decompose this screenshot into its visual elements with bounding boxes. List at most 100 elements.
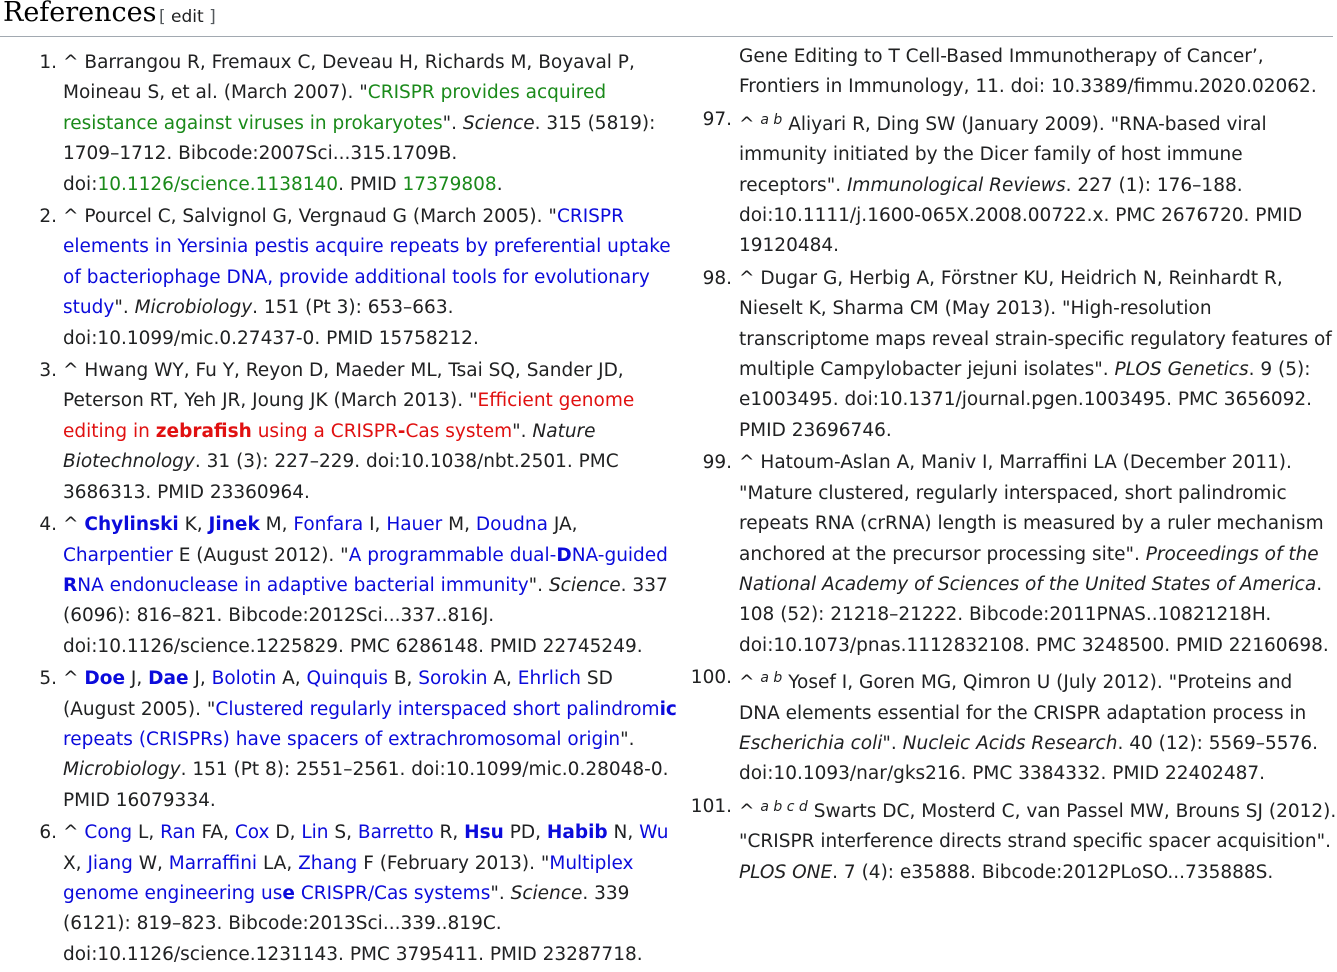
reference-journal: Science — [462, 112, 535, 134]
author-link[interactable]: Quinquis — [306, 668, 388, 690]
title-part: A programmable dual- — [348, 544, 557, 566]
reference-details: . 151 (Pt 8): 2551–2561. doi:10.1099/mic… — [63, 759, 669, 811]
reference-punct: ". — [490, 882, 511, 904]
edit-bracket-close: ] — [203, 7, 216, 27]
author-link[interactable]: Lin — [301, 822, 329, 844]
title-part-bold: e — [282, 882, 295, 904]
author-link[interactable]: Marraffini — [168, 852, 258, 874]
author-link[interactable]: Jinek — [209, 514, 260, 535]
reference-text: Yosef I, Goren MG, Qimron U (July 2012).… — [739, 672, 1307, 724]
title-part: NA endonuclease in adaptive bacterial im… — [77, 574, 529, 596]
author-link[interactable]: Dae — [148, 668, 188, 689]
reference-number: 100. — [690, 667, 732, 689]
reference-title-link[interactable]: Clustered regularly interspaced short pa… — [63, 699, 677, 750]
title-part-bold: zebrafish — [155, 420, 252, 442]
author-link[interactable]: Sorokin — [418, 668, 488, 690]
author-link[interactable]: Habib — [547, 822, 608, 843]
jump-up-caret[interactable]: ^ — [63, 52, 79, 73]
references-right-column: Gene Editing to T Cell-Based Immunothera… — [684, 42, 1337, 890]
author-initials: FA, — [195, 822, 235, 844]
jump-up-caret[interactable]: ^ — [739, 452, 755, 474]
author-link[interactable]: Doudna — [475, 514, 548, 536]
author-link[interactable]: Hsu — [464, 822, 504, 843]
author-link[interactable]: Chylinski — [84, 514, 178, 535]
author-initials: R, — [433, 822, 465, 844]
backlink-letters[interactable]: a b — [760, 111, 783, 128]
reference-item-5: 5. ^ Doe J, Dae J, Bolotin A, Quinquis B… — [0, 664, 680, 816]
reference-journal: Microbiology — [63, 759, 181, 781]
jump-up-caret[interactable]: ^ — [63, 822, 79, 844]
title-part-bold: - — [397, 420, 406, 442]
pmid-link[interactable]: 17379808 — [402, 173, 497, 195]
title-part: Clustered regularly interspaced short pa… — [215, 698, 660, 720]
reference-text: Aliyari R, Ding SW (January 2009). "RNA-… — [739, 113, 1267, 196]
reference-title-link[interactable]: CRISPR provides acquired resistance agai… — [63, 82, 607, 134]
author-link[interactable]: Ran — [160, 822, 196, 844]
author-name: Chylinski — [84, 514, 179, 536]
title-part: using a CRISPR — [251, 420, 398, 442]
author-initials: X, — [63, 852, 88, 874]
reference-number: 5. — [39, 668, 57, 690]
jump-up-caret: ^ — [739, 800, 755, 822]
author-link[interactable]: Bolotin — [211, 668, 277, 690]
author-link[interactable]: Cox — [234, 822, 270, 844]
doi-link[interactable]: 10.1126/science.1138140 — [97, 173, 339, 195]
author-initials: W, — [132, 852, 169, 874]
edit-link[interactable]: edit — [171, 7, 204, 27]
title-part: Cas system — [405, 420, 513, 442]
reference-punct: . — [496, 173, 503, 195]
reference-item-6: 6. ^ Cong L, Ran FA, Cox D, Lin S, Barre… — [0, 818, 680, 970]
author-link[interactable]: Fonfara — [293, 514, 364, 536]
author-initials: S, — [328, 822, 358, 844]
reference-journal: Immunological Reviews — [846, 174, 1066, 196]
author-link[interactable]: Wu — [639, 822, 669, 844]
reference-number: 101. — [690, 795, 732, 817]
jump-up-caret[interactable]: ^ — [63, 206, 79, 228]
author-link[interactable]: Ehrlich — [517, 668, 581, 690]
reference-item-98: 98. ^ Dugar G, Herbig A, Förstner KU, He… — [684, 264, 1337, 446]
reference-item-99: 99. ^ Hatoum-Aslan A, Maniv I, Marraffin… — [684, 448, 1337, 661]
reference-text: Dugar G, Herbig A, Förstner KU, Heidrich… — [739, 267, 1332, 381]
jump-up-caret[interactable]: ^ — [739, 267, 755, 289]
author-link[interactable]: Charpentier — [63, 544, 173, 566]
reference-item-4: 4. ^ Chylinski K, Jinek M, Fonfara I, Ha… — [0, 510, 680, 662]
reference-authors: Barrangou R, Fremaux C, Deveau H, Richar… — [63, 52, 635, 104]
title-part-bold: D — [556, 544, 572, 566]
author-name: Hsu — [464, 822, 504, 844]
jump-up-caret[interactable]: ^ — [63, 668, 79, 690]
reference-text: Swarts DC, Mosterd C, van Passel MW, Bro… — [739, 800, 1337, 853]
author-initials: N, — [607, 822, 640, 844]
reference-number: 97. — [702, 108, 732, 130]
backlink-letters[interactable]: a b c d — [760, 798, 808, 815]
author-initials: I, — [363, 514, 387, 536]
reference-number: 3. — [39, 360, 57, 382]
reference-number: 4. — [39, 514, 57, 536]
backlink-letters[interactable]: a b — [760, 670, 783, 687]
reference-details: . 7 (4): e35888. Bibcode:2012PLoSO...735… — [832, 861, 1274, 883]
author-initials: E (August 2012). " — [172, 544, 349, 566]
reference-journal: Microbiology — [134, 297, 253, 319]
jump-up-caret[interactable]: ^ — [63, 360, 79, 382]
author-link[interactable]: Hauer — [386, 514, 443, 536]
jump-up-caret[interactable]: ^ — [63, 514, 79, 536]
author-link[interactable]: Barretto — [357, 822, 434, 844]
reference-authors: Hwang WY, Fu Y, Reyon D, Maeder ML, Tsai… — [63, 360, 624, 412]
reference-details: . 108 (52): 21218–21222. Bibcode:2011PNA… — [739, 573, 1329, 656]
author-initials: L, — [132, 822, 161, 844]
author-link[interactable]: Jiang — [87, 852, 133, 874]
title-part: Multiplex genome engineering us — [63, 852, 634, 904]
reference-details: . 151 (Pt 3): 653–663. doi:10.1099/mic.0… — [63, 297, 479, 349]
reference-title-link[interactable]: A programmable dual-DNA-guided RNA endon… — [63, 545, 668, 596]
reference-details: . 31 (3): 227–229. doi:10.1038/nbt.2501.… — [63, 451, 619, 503]
author-link[interactable]: Doe — [84, 668, 125, 689]
author-initials: SD (August 2005). " — [63, 668, 613, 720]
author-link[interactable]: Zhang — [298, 852, 358, 874]
reference-title-link[interactable]: Efficient genome editing in zebrafish us… — [63, 390, 634, 441]
reference-title-link[interactable]: CRISPR elements in Yersinia pestis acqui… — [63, 206, 671, 319]
reference-item-1: 1. ^ Barrangou R, Fremaux C, Deveau H, R… — [0, 48, 680, 200]
reference-details: . 9 (5): e1003495. doi:10.1371/journal.p… — [739, 359, 1313, 441]
reference-title-link[interactable]: Multiplex genome engineering use CRISPR/… — [63, 853, 633, 904]
reference-punct: ". — [442, 112, 463, 134]
author-link[interactable]: Cong — [84, 822, 133, 844]
jump-up-caret: ^ — [739, 113, 755, 135]
